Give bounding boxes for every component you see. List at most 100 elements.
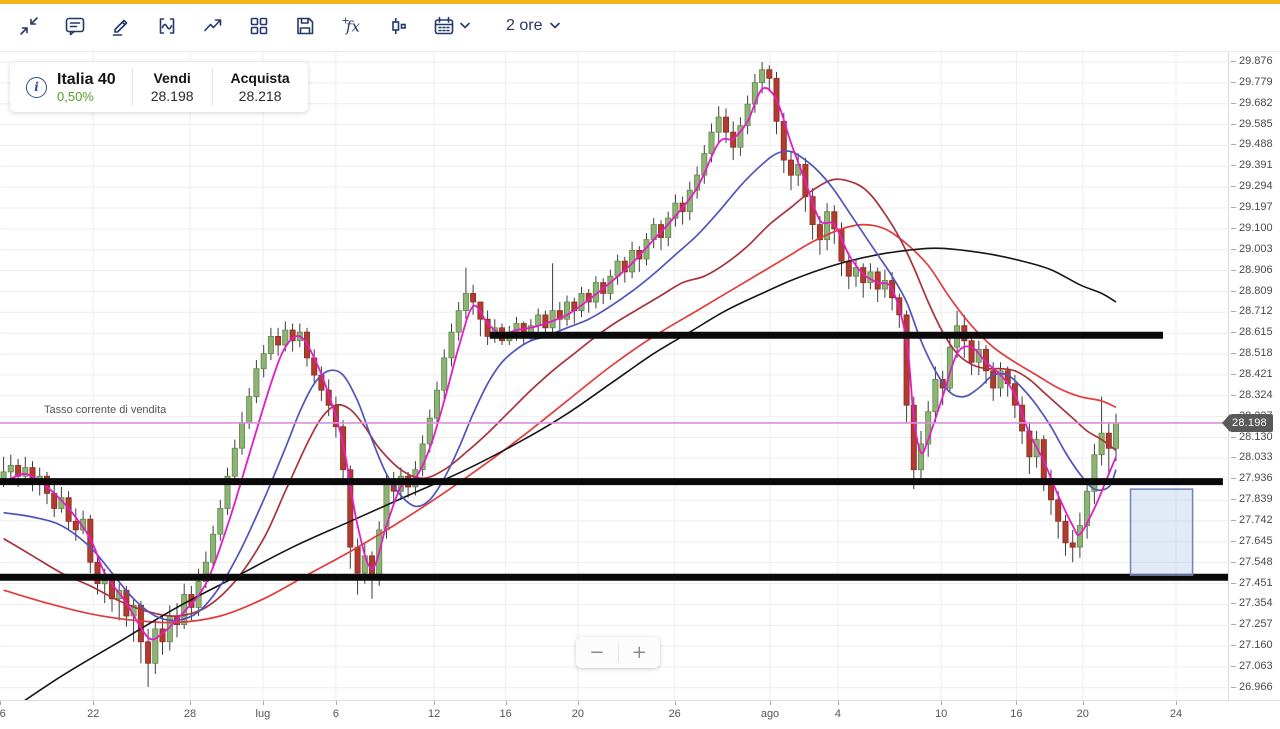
price-axis-label: 28.906: [1231, 263, 1273, 276]
calendar-icon: [434, 16, 454, 34]
instrument-name: Italia 40: [57, 70, 116, 88]
price-axis-label: 29.100: [1231, 221, 1273, 234]
price-axis-label: 27.063: [1231, 659, 1273, 672]
time-axis-label: 24: [1169, 708, 1183, 720]
price-axis-label: 28.809: [1231, 284, 1273, 297]
trend-line-button[interactable]: [190, 6, 236, 46]
time-axis-label: lug: [255, 708, 271, 720]
price-axis-label: 29.197: [1231, 201, 1273, 213]
draw-button[interactable]: [98, 6, 144, 46]
time-axis-tick: [505, 701, 507, 705]
zoom-in-button[interactable]: +: [619, 637, 661, 668]
price-axis-label: 27.160: [1231, 639, 1273, 652]
price-axis-label: 27.257: [1231, 618, 1273, 631]
time-axis-tick: [0, 701, 1, 705]
time-axis-tick: [941, 701, 943, 705]
buy-label: Acquista: [230, 70, 290, 86]
price-axis-label: 28.518: [1231, 347, 1273, 359]
candlestick-chart: [0, 52, 1228, 700]
sell-rate-label: Tasso corrente di vendita: [44, 403, 167, 416]
price-axis-label: 27.645: [1231, 534, 1273, 547]
time-axis-tick: [335, 701, 337, 705]
time-axis-label: 22: [87, 708, 100, 720]
price-axis-label: 27.354: [1231, 597, 1273, 610]
time-axis-label: ago: [760, 708, 780, 720]
indicators-button[interactable]: [144, 6, 190, 46]
add-function-button[interactable]: fx +: [328, 6, 374, 46]
layout-grid-button[interactable]: [236, 6, 282, 46]
price-axis-label: 27.839: [1231, 493, 1273, 506]
time-axis-label: 26: [668, 708, 681, 720]
interval-dropdown[interactable]: 2 ore: [500, 13, 566, 39]
price-axis-label: 28.033: [1231, 451, 1273, 464]
time-axis-tick: [93, 701, 95, 705]
time-axis-label: 28: [183, 708, 197, 720]
buy-button[interactable]: Acquista 28.218: [213, 62, 308, 112]
time-axis-tick: [1016, 701, 1018, 705]
ma-long-black: [24, 247, 1117, 700]
info-icon[interactable]: i: [26, 76, 47, 98]
news-feed-button[interactable]: [52, 6, 98, 46]
zoom-controls: − +: [576, 637, 660, 668]
price-axis-label: 29.488: [1231, 138, 1273, 151]
time-axis-label: 16: [1010, 708, 1023, 720]
time-axis-label: 20: [1076, 708, 1089, 720]
collapse-icon: [20, 16, 38, 35]
buy-price: 28.218: [238, 88, 282, 104]
price-axis-label: 28.324: [1231, 388, 1273, 401]
chevron-down-icon: [550, 22, 561, 29]
price-axis-label: 29.682: [1231, 96, 1273, 109]
time-axis-label: 4: [834, 708, 841, 720]
time-axis-label: 10: [935, 708, 948, 720]
time-axis-tick: [674, 701, 676, 705]
chart-type-button[interactable]: [374, 6, 420, 46]
price-axis-label: 27.936: [1231, 472, 1273, 485]
time-axis-tick: [837, 701, 839, 705]
ma-fast-magenta: [3, 87, 1117, 641]
chart-toolbar: fx + 2 ore: [0, 0, 1280, 52]
time-axis-label: 12: [427, 708, 441, 720]
time-axis-label: 20: [571, 708, 585, 720]
sell-button[interactable]: Vendi 28.198: [133, 62, 212, 112]
price-axis-label: 28.421: [1231, 367, 1273, 380]
price-axis-label: 29.585: [1231, 117, 1273, 130]
zoom-out-button[interactable]: −: [576, 637, 618, 668]
chevron-down-icon: [460, 22, 470, 29]
instrument-change: 0,50%: [57, 88, 94, 104]
instrument-card: i Italia 40 0,50% Vendi 28.198 Acquista …: [10, 62, 308, 112]
candles: [0, 62, 1120, 687]
calendar-button[interactable]: [420, 6, 482, 46]
svg-text:fx: fx: [345, 17, 361, 35]
time-axis-tick: [190, 701, 191, 705]
time-axis-tick: [770, 701, 771, 705]
sell-price: 28.198: [150, 88, 194, 104]
ma-slow-darkred: [3, 178, 1117, 617]
time-axis-label: 16: [0, 708, 6, 720]
sell-label: Vendi: [153, 70, 191, 86]
price-axis-label: 29.876: [1231, 55, 1273, 67]
collapse-chart-button[interactable]: [6, 6, 52, 46]
layout-grid-icon: [250, 17, 268, 34]
pencil-icon: [112, 19, 128, 36]
ma-slower-red: [3, 223, 1117, 624]
time-axis-tick: [1176, 701, 1177, 705]
add-function-icon: fx+: [342, 15, 361, 35]
price-axis-label: 28.130: [1231, 430, 1273, 443]
price-axis-label: 26.966: [1231, 680, 1273, 693]
divider: [211, 68, 213, 106]
trend-arrow-icon: [204, 18, 222, 31]
price-tag-arrow-icon: [1222, 413, 1230, 432]
save-icon: [297, 17, 314, 34]
svg-text:+: +: [342, 15, 350, 26]
time-axis-tick: [577, 701, 579, 705]
chart-canvas[interactable]: Tasso corrente di vendita i Italia 40 0,…: [0, 52, 1228, 700]
price-axis-label: 29.391: [1231, 159, 1273, 172]
price-axis-label: 27.742: [1231, 513, 1273, 526]
current-price-tag: 28.198: [1222, 413, 1273, 432]
save-button[interactable]: [282, 6, 328, 46]
price-axis-label: 28.615: [1231, 326, 1273, 339]
price-axis[interactable]: 29.876 29.779 29.682 29.585 29.488 29.391 29.2…: [1228, 52, 1280, 700]
time-axis[interactable]: 16 22 28 lug 6 12 16 20 26 ago 4 10 16 20 24: [0, 700, 1280, 729]
annotation-rect: [1129, 488, 1194, 576]
